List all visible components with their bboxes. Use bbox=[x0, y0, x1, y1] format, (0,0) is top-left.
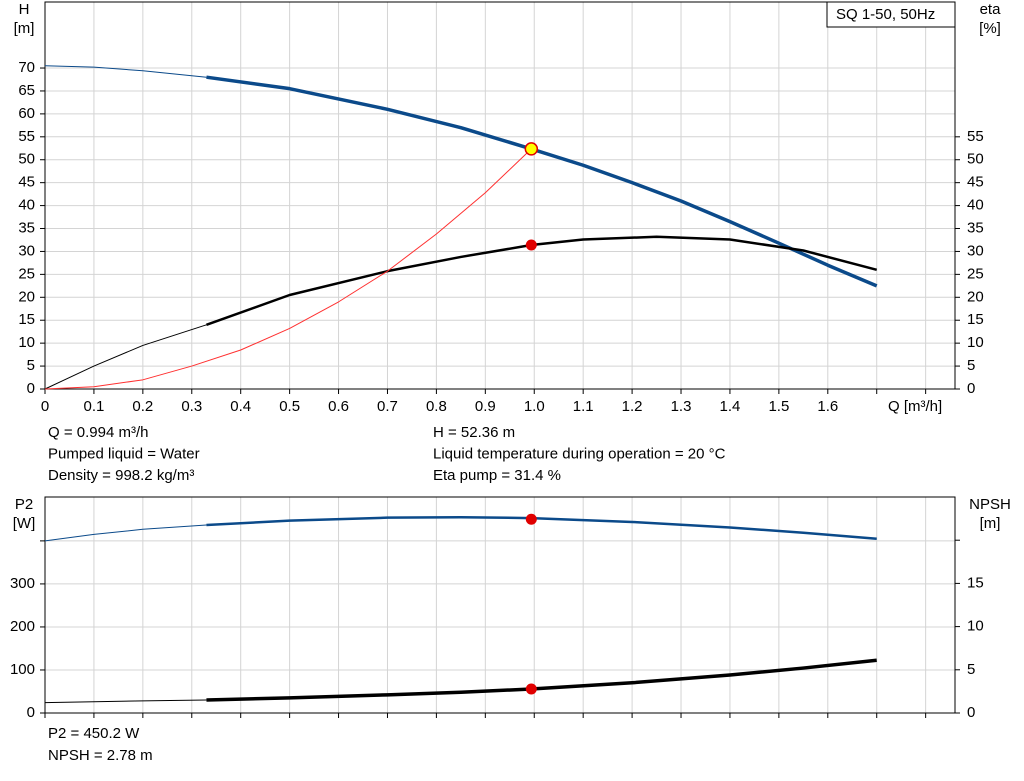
y-tick-label: 60 bbox=[18, 105, 35, 122]
curve bbox=[44, 699, 207, 704]
info-text: Liquid temperature during operation = 20… bbox=[433, 445, 726, 462]
y2-tick-label: 30 bbox=[967, 242, 984, 259]
x-tick-label: 1.1 bbox=[573, 398, 594, 415]
y-axis-label: [m] bbox=[14, 20, 35, 37]
y-tick-label: 55 bbox=[18, 128, 35, 145]
curve bbox=[206, 75, 878, 288]
x-tick-label: 1.5 bbox=[768, 398, 789, 415]
x-tick-label: 1.4 bbox=[720, 398, 741, 415]
y2-axis-label: [%] bbox=[979, 20, 1001, 37]
y2-tick-label: 45 bbox=[967, 174, 984, 191]
x-tick-label: 0.8 bbox=[426, 398, 447, 415]
y-axis-label: [W] bbox=[13, 515, 36, 532]
info-text: Pumped liquid = Water bbox=[48, 445, 200, 462]
y-tick-label: 300 bbox=[10, 575, 35, 592]
y2-axis-label: eta bbox=[980, 1, 1002, 18]
x-tick-label: 0.2 bbox=[132, 398, 153, 415]
y2-tick-label: 0 bbox=[967, 704, 975, 721]
y2-tick-label: 25 bbox=[967, 265, 984, 282]
x-tick-label: 0 bbox=[41, 398, 49, 415]
x-tick-label: 0.7 bbox=[377, 398, 398, 415]
info-text: NPSH = 2.78 m bbox=[48, 747, 153, 764]
operating-point bbox=[525, 239, 537, 251]
y-tick-label: 45 bbox=[18, 174, 35, 191]
y2-tick-label: 35 bbox=[967, 219, 984, 236]
operating-point bbox=[525, 513, 537, 525]
info-text: Eta pump = 31.4 % bbox=[433, 467, 561, 484]
y2-tick-label: 40 bbox=[967, 197, 984, 214]
y2-tick-label: 5 bbox=[967, 661, 975, 678]
y-tick-label: 20 bbox=[18, 288, 35, 305]
x-tick-label: 1.0 bbox=[524, 398, 545, 415]
x-tick-label: 1.6 bbox=[817, 398, 838, 415]
operating-point bbox=[525, 683, 537, 695]
x-tick-label: 1.2 bbox=[622, 398, 643, 415]
info-text: Density = 998.2 kg/m³ bbox=[48, 467, 194, 484]
x-tick-label: 0.6 bbox=[328, 398, 349, 415]
y-tick-label: 0 bbox=[27, 380, 35, 397]
curve bbox=[44, 524, 207, 542]
y2-tick-label: 50 bbox=[967, 151, 984, 168]
x-tick-label: 1.3 bbox=[671, 398, 692, 415]
y2-tick-label: 15 bbox=[967, 311, 984, 328]
y-tick-label: 15 bbox=[18, 311, 35, 328]
info-text: H = 52.36 m bbox=[433, 424, 515, 441]
y-axis-label: P2 bbox=[15, 496, 33, 513]
y2-axis-label: NPSH bbox=[969, 496, 1011, 513]
x-tick-label: 0.1 bbox=[83, 398, 104, 415]
y-tick-label: 70 bbox=[18, 59, 35, 76]
y-tick-label: 50 bbox=[18, 151, 35, 168]
x-tick-label: 0.3 bbox=[181, 398, 202, 415]
y-tick-label: 100 bbox=[10, 661, 35, 678]
y-tick-label: 25 bbox=[18, 265, 35, 282]
x-tick-label: 0.4 bbox=[230, 398, 251, 415]
y-tick-label: 30 bbox=[18, 242, 35, 259]
curve bbox=[206, 235, 878, 326]
plot-frame bbox=[44, 496, 956, 714]
y-tick-label: 0 bbox=[27, 704, 35, 721]
curve bbox=[44, 324, 207, 390]
legend-box bbox=[826, 1, 956, 28]
y-axis-label: H bbox=[19, 1, 30, 18]
y2-tick-label: 15 bbox=[967, 574, 984, 591]
y2-tick-label: 20 bbox=[967, 288, 984, 305]
curve bbox=[206, 515, 877, 540]
y2-tick-label: 0 bbox=[967, 380, 975, 397]
y-tick-label: 35 bbox=[18, 219, 35, 236]
info-text: Q = 0.994 m³/h bbox=[48, 424, 148, 441]
y2-tick-label: 55 bbox=[967, 128, 984, 145]
curve bbox=[44, 65, 207, 78]
y2-tick-label: 10 bbox=[967, 618, 984, 635]
y-tick-label: 40 bbox=[18, 197, 35, 214]
x-axis-label: Q [m³/h] bbox=[888, 398, 942, 415]
info-text: P2 = 450.2 W bbox=[48, 725, 140, 742]
y2-tick-label: 10 bbox=[967, 334, 984, 351]
operating-point bbox=[524, 142, 539, 156]
y-tick-label: 200 bbox=[10, 618, 35, 635]
plot-frame bbox=[44, 1, 956, 390]
x-tick-label: 0.9 bbox=[475, 398, 496, 415]
y2-tick-label: 5 bbox=[967, 357, 975, 374]
y2-axis-label: [m] bbox=[980, 515, 1001, 532]
y-tick-label: 10 bbox=[18, 334, 35, 351]
y-tick-label: 65 bbox=[18, 82, 35, 99]
curve bbox=[206, 658, 877, 702]
legend-text: SQ 1-50, 50Hz bbox=[836, 6, 935, 23]
curve bbox=[44, 148, 532, 390]
y-tick-label: 5 bbox=[27, 357, 35, 374]
x-tick-label: 0.5 bbox=[279, 398, 300, 415]
